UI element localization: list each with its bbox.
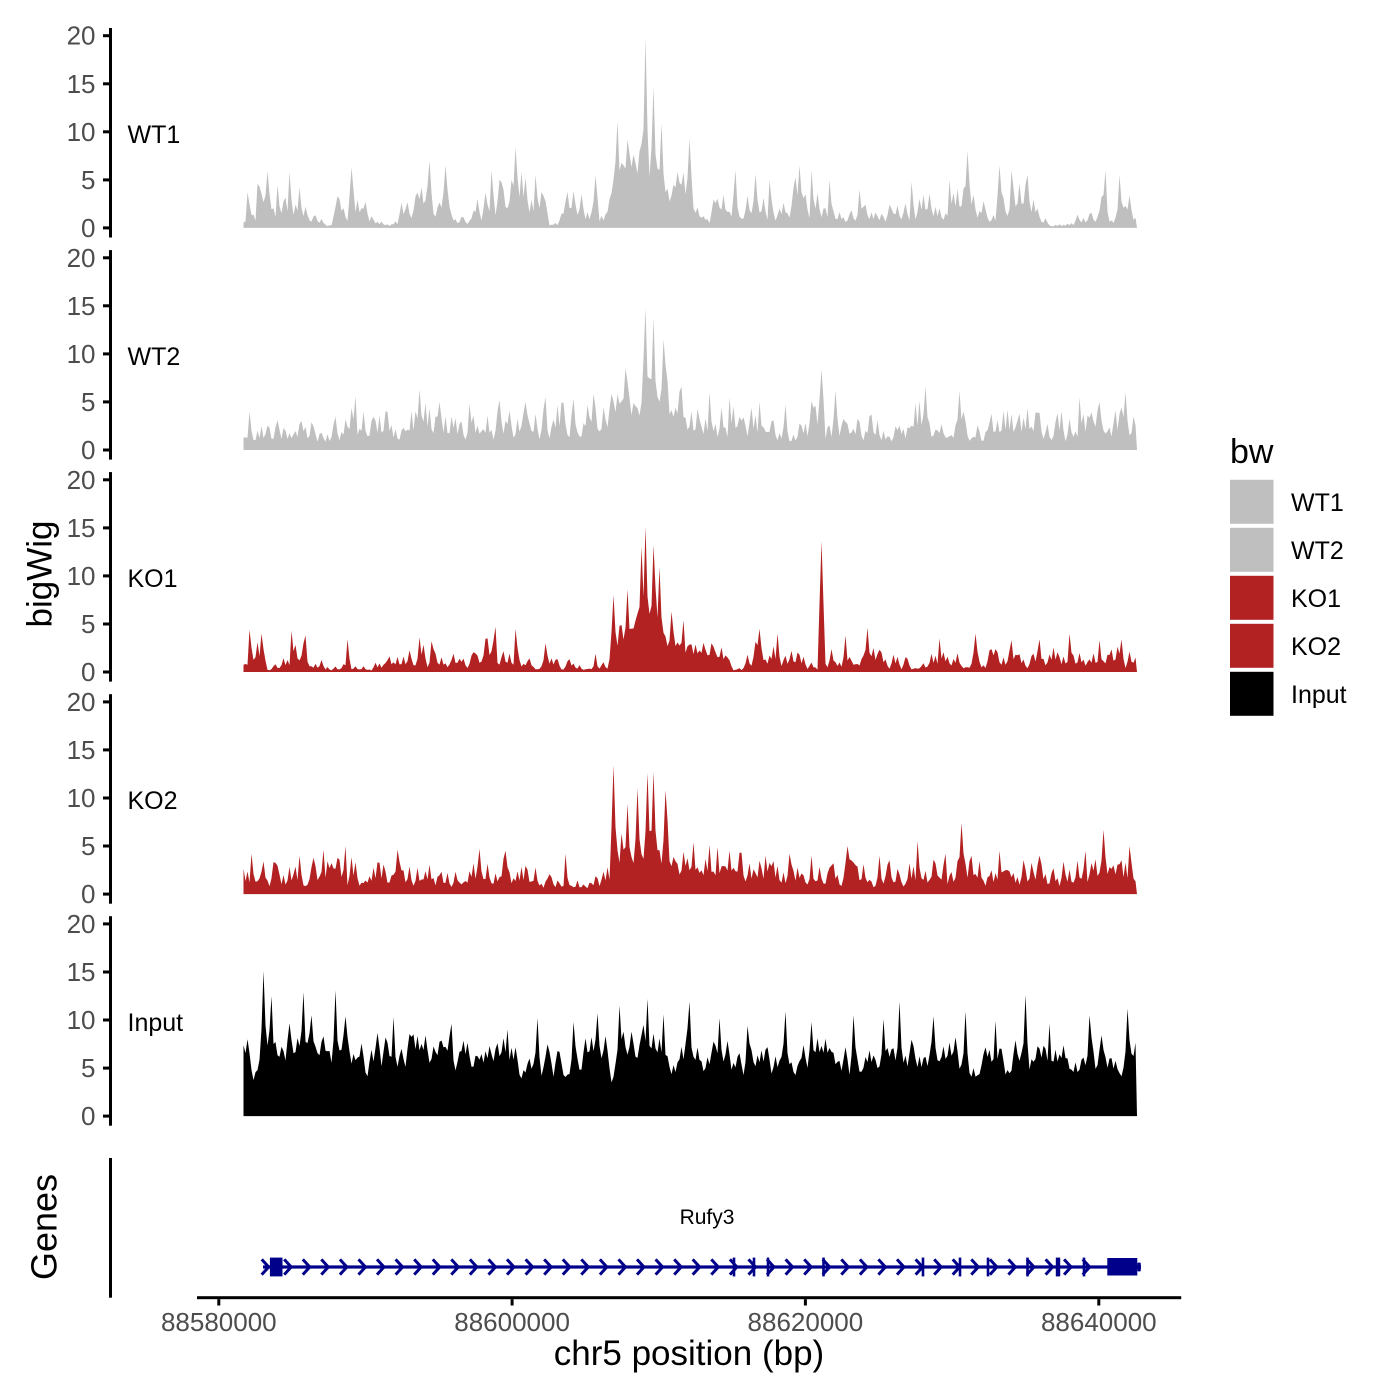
svg-text:0: 0 — [81, 213, 95, 243]
svg-text:0: 0 — [81, 879, 95, 909]
svg-text:10: 10 — [67, 339, 96, 369]
svg-text:20: 20 — [67, 21, 96, 51]
svg-text:20: 20 — [67, 909, 96, 939]
svg-text:10: 10 — [67, 117, 96, 147]
svg-text:20: 20 — [67, 465, 96, 495]
svg-text:KO1: KO1 — [128, 565, 178, 593]
svg-text:KO1: KO1 — [1291, 585, 1341, 613]
svg-text:bigWig: bigWig — [21, 521, 60, 628]
svg-text:Rufy3: Rufy3 — [680, 1206, 735, 1229]
svg-text:5: 5 — [81, 831, 95, 861]
svg-text:0: 0 — [81, 1101, 95, 1131]
svg-text:88600000: 88600000 — [454, 1307, 570, 1337]
svg-text:20: 20 — [67, 687, 96, 717]
svg-text:88580000: 88580000 — [161, 1307, 277, 1337]
svg-text:0: 0 — [81, 657, 95, 687]
svg-text:5: 5 — [81, 609, 95, 639]
svg-text:15: 15 — [67, 291, 96, 321]
svg-text:10: 10 — [67, 561, 96, 591]
svg-text:Input: Input — [128, 1009, 184, 1037]
svg-text:88640000: 88640000 — [1041, 1307, 1157, 1337]
svg-text:15: 15 — [67, 69, 96, 99]
svg-text:15: 15 — [67, 735, 96, 765]
svg-text:WT1: WT1 — [1291, 489, 1344, 517]
svg-text:WT2: WT2 — [128, 343, 181, 371]
svg-text:20: 20 — [67, 243, 96, 273]
svg-text:5: 5 — [81, 387, 95, 417]
svg-text:WT1: WT1 — [128, 121, 181, 149]
svg-text:10: 10 — [67, 783, 96, 813]
svg-text:5: 5 — [81, 165, 95, 195]
svg-text:15: 15 — [67, 957, 96, 987]
svg-text:KO2: KO2 — [1291, 633, 1341, 661]
svg-text:bw: bw — [1230, 433, 1274, 471]
svg-text:KO2: KO2 — [128, 787, 178, 815]
svg-text:10: 10 — [67, 1005, 96, 1035]
svg-text:5: 5 — [81, 1053, 95, 1083]
svg-text:0: 0 — [81, 435, 95, 465]
svg-text:15: 15 — [67, 513, 96, 543]
svg-text:Genes: Genes — [24, 1174, 65, 1280]
svg-text:WT2: WT2 — [1291, 537, 1344, 565]
svg-text:chr5 position (bp): chr5 position (bp) — [554, 1334, 824, 1373]
svg-text:Input: Input — [1291, 681, 1347, 709]
svg-text:88620000: 88620000 — [748, 1307, 864, 1337]
